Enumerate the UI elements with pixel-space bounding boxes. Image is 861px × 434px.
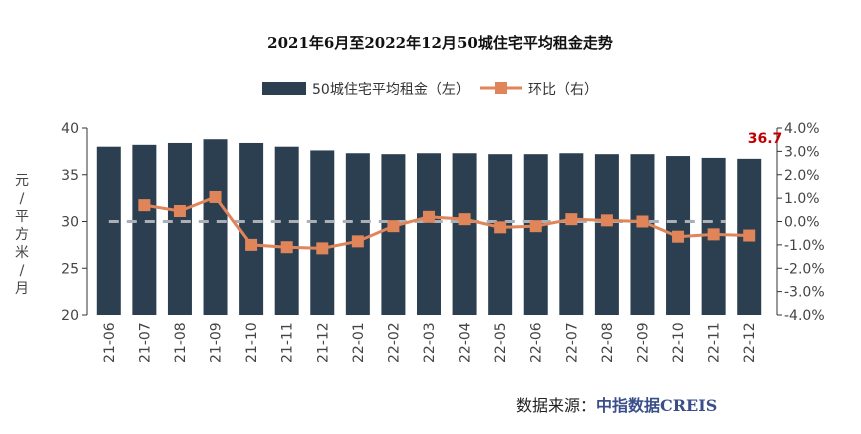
left-tick-label: 25 (61, 261, 79, 277)
right-tick-label: 2.0% (784, 168, 820, 184)
right-tick-label: -2.0% (784, 261, 825, 277)
mom-marker (138, 199, 151, 212)
bar (452, 153, 477, 315)
bar (203, 139, 228, 315)
x-tick-label: 22-04 (458, 322, 474, 363)
x-tick-label: 22-02 (386, 322, 402, 363)
bar (239, 142, 264, 315)
mom-marker (280, 241, 293, 254)
source-name: 中指数据CREIS (596, 396, 718, 415)
source-label: 数据来源： (516, 396, 597, 415)
bar (167, 142, 192, 315)
x-tick-label: 22-03 (422, 322, 438, 363)
left-tick-label: 35 (61, 168, 79, 184)
mom-marker (494, 221, 507, 234)
chart-title: 2021年6月至2022年12月50城住宅平均租金走势 (267, 34, 613, 52)
y-axis-label-char: 米 (15, 245, 29, 261)
x-tick-label: 22-12 (742, 322, 758, 363)
x-tick-label: 22-05 (493, 322, 509, 363)
mom-marker (636, 215, 649, 228)
bar (594, 154, 619, 315)
mom-marker (565, 213, 578, 226)
left-tick-label: 20 (61, 308, 79, 324)
legend-bar-swatch (262, 82, 306, 95)
left-tick-label: 30 (61, 215, 79, 231)
legend-line-marker (495, 82, 507, 94)
y-axis-label-char: / (20, 263, 25, 279)
x-tick-label: 21-10 (244, 322, 260, 363)
mom-marker (209, 190, 222, 203)
x-tick-label: 22-10 (671, 322, 687, 363)
left-tick-label: 40 (61, 121, 79, 137)
last-value-annotation: 36.7 (748, 131, 783, 147)
y-axis-label: 元 / 平方米 / 月 (15, 173, 29, 297)
mom-marker (529, 220, 542, 233)
bar (132, 144, 157, 315)
bar (523, 154, 548, 315)
x-tick-label: 21-09 (209, 322, 225, 363)
bar (559, 153, 584, 315)
right-tick-label: 1.0% (784, 191, 820, 207)
mom-marker (316, 242, 329, 255)
y-axis-label-char: / (20, 191, 25, 207)
bar (381, 154, 406, 315)
legend: 50城住宅平均租金（左） 环比（右） (262, 82, 598, 98)
right-tick-label: -1.0% (784, 238, 825, 254)
bar (274, 146, 299, 315)
mom-marker (245, 238, 258, 251)
mom-marker (351, 235, 364, 248)
right-tick-label: -4.0% (784, 308, 825, 324)
y-axis-label-char: 月 (15, 281, 29, 297)
mom-marker (458, 213, 471, 226)
y-axis-label-char: 元 (15, 173, 29, 189)
x-tick-label: 21-08 (173, 322, 189, 363)
bar (345, 153, 370, 315)
mom-marker (423, 210, 435, 223)
bar (310, 150, 335, 315)
bar (96, 146, 121, 315)
mom-marker (387, 220, 400, 233)
bar (630, 154, 655, 315)
x-tick-label: 21-07 (137, 322, 153, 363)
x-tick-label: 21-11 (280, 322, 296, 363)
right-tick-label: 4.0% (784, 121, 820, 137)
mom-marker (743, 229, 756, 242)
x-tick-label: 21-06 (102, 322, 118, 363)
bar (417, 153, 441, 315)
x-tick-label: 21-12 (315, 322, 331, 363)
x-tick-label: 22-09 (635, 322, 651, 363)
source-note: 数据来源：中指数据CREIS (516, 392, 717, 416)
legend-bar-label: 50城住宅平均租金（左） (312, 82, 470, 98)
mom-marker (173, 204, 186, 217)
right-tick-label: -3.0% (784, 285, 825, 301)
x-tick-label: 22-11 (707, 322, 723, 363)
bar (488, 154, 513, 315)
mom-marker (707, 228, 720, 241)
right-tick-label: 0.0% (784, 215, 820, 231)
y-axis-label-char: 平 (15, 209, 29, 225)
x-tick-label: 22-08 (600, 322, 616, 363)
x-tick-label: 22-07 (564, 322, 580, 363)
x-tick-label: 22-06 (529, 322, 545, 363)
mom-marker (672, 230, 685, 243)
x-tick-label: 22-01 (351, 322, 367, 363)
y-axis-label-char: 方 (15, 227, 29, 243)
right-tick-label: 3.0% (784, 144, 820, 160)
legend-line-label: 环比（右） (528, 82, 598, 98)
mom-marker (600, 214, 613, 227)
